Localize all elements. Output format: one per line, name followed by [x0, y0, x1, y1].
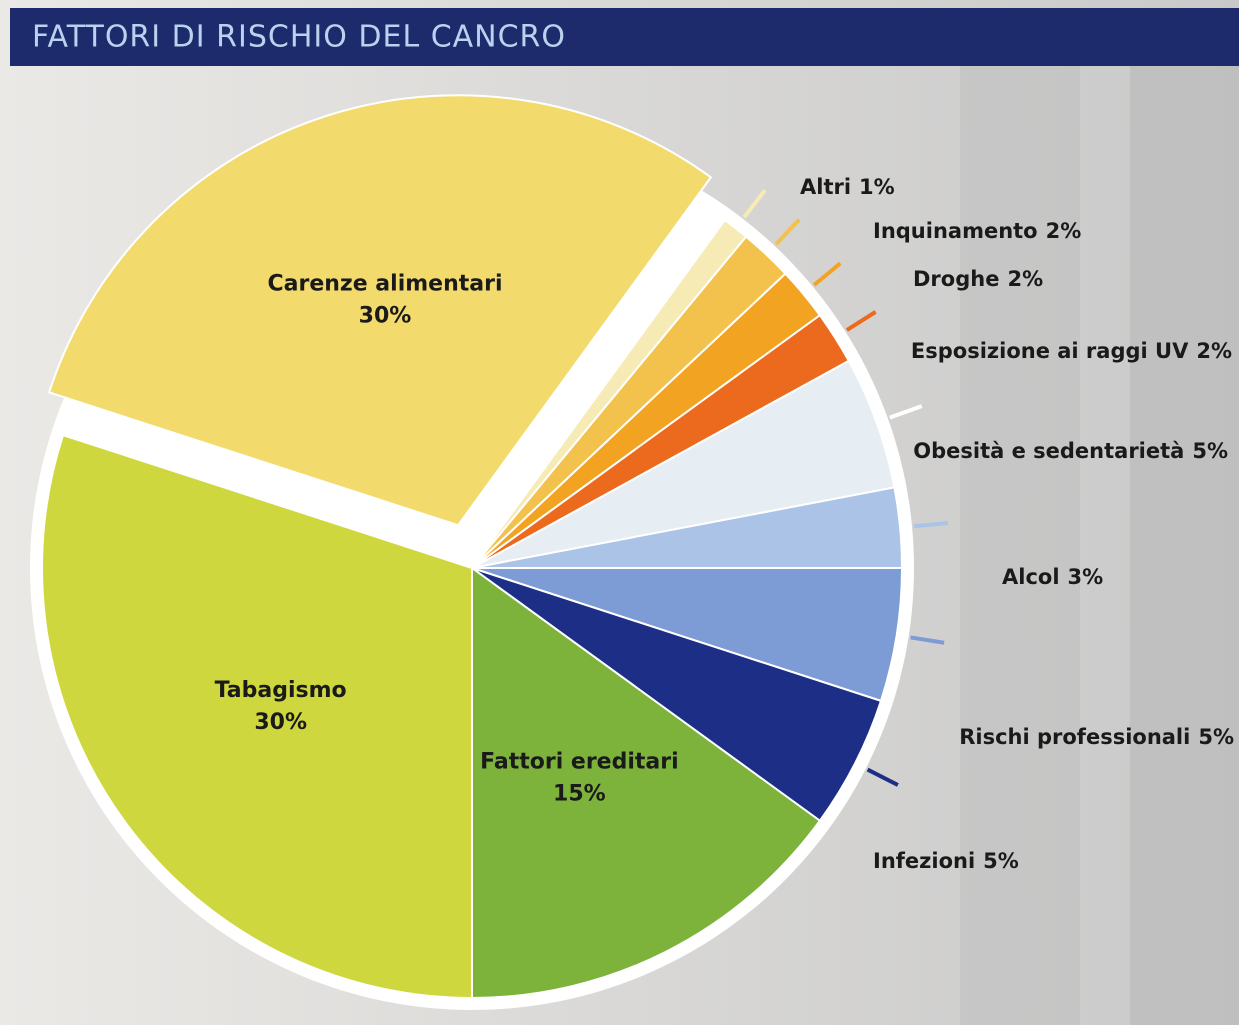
pie: Carenze alimentari 30% Altri 1% Inquinamento… — [30, 94, 1234, 1010]
value-label: 5% — [1192, 439, 1228, 463]
slice-label: Carenze alimentari — [268, 271, 503, 296]
slice-label: Obesità e sedentarietà 5% — [913, 439, 1228, 463]
slice-label: Rischi professionali 5% — [959, 725, 1234, 749]
value-label: 5% — [983, 849, 1019, 873]
leader-line — [866, 767, 899, 787]
category-label: Obesità e sedentarietà — [913, 439, 1184, 463]
leader-line — [742, 189, 767, 219]
background-figure — [960, 60, 1080, 1025]
slice-label: Infezioni 5% — [873, 849, 1019, 873]
slice-label: Droghe 2% — [913, 267, 1043, 291]
value-label: 30% — [254, 710, 307, 735]
pie-slice — [41, 433, 473, 1000]
slice-label: Fattori ereditari — [480, 750, 679, 775]
value-label: 2% — [1007, 267, 1043, 291]
leader-line — [910, 635, 945, 645]
slice-label: Altri 1% — [800, 175, 895, 199]
pie-slice — [47, 94, 713, 527]
slice-label: Inquinamento 2% — [873, 219, 1081, 243]
category-label: Infezioni — [873, 849, 975, 873]
value-label: 30% — [359, 303, 412, 328]
slice-label: Alcol 3% — [1002, 565, 1103, 589]
title-bar — [10, 8, 1239, 66]
leader-line — [913, 521, 949, 529]
chart-title: FATTORI DI RISCHIO DEL CANCRO — [32, 20, 566, 55]
pie-slice — [471, 566, 822, 1000]
category-label: Altri — [800, 175, 851, 199]
background-figure — [1130, 60, 1239, 1025]
slice-label: Esposizione ai raggi UV 2% — [911, 339, 1232, 363]
category-label: Droghe — [913, 267, 999, 291]
leader-line — [845, 310, 877, 332]
category-label: Alcol — [1002, 565, 1060, 589]
slice-label: Tabagismo — [215, 678, 347, 703]
category-label: Esposizione ai raggi UV — [911, 339, 1189, 363]
category-label: Inquinamento — [873, 219, 1038, 243]
leader-line — [812, 261, 842, 287]
leader-line — [889, 404, 923, 420]
value-label: 1% — [859, 175, 895, 199]
value-label: 15% — [553, 782, 606, 807]
value-label: 2% — [1196, 339, 1232, 363]
leader-line — [774, 218, 801, 246]
category-label: Rischi professionali — [959, 725, 1190, 749]
value-label: 3% — [1068, 565, 1104, 589]
value-label: 2% — [1046, 219, 1082, 243]
value-label: 5% — [1198, 725, 1234, 749]
